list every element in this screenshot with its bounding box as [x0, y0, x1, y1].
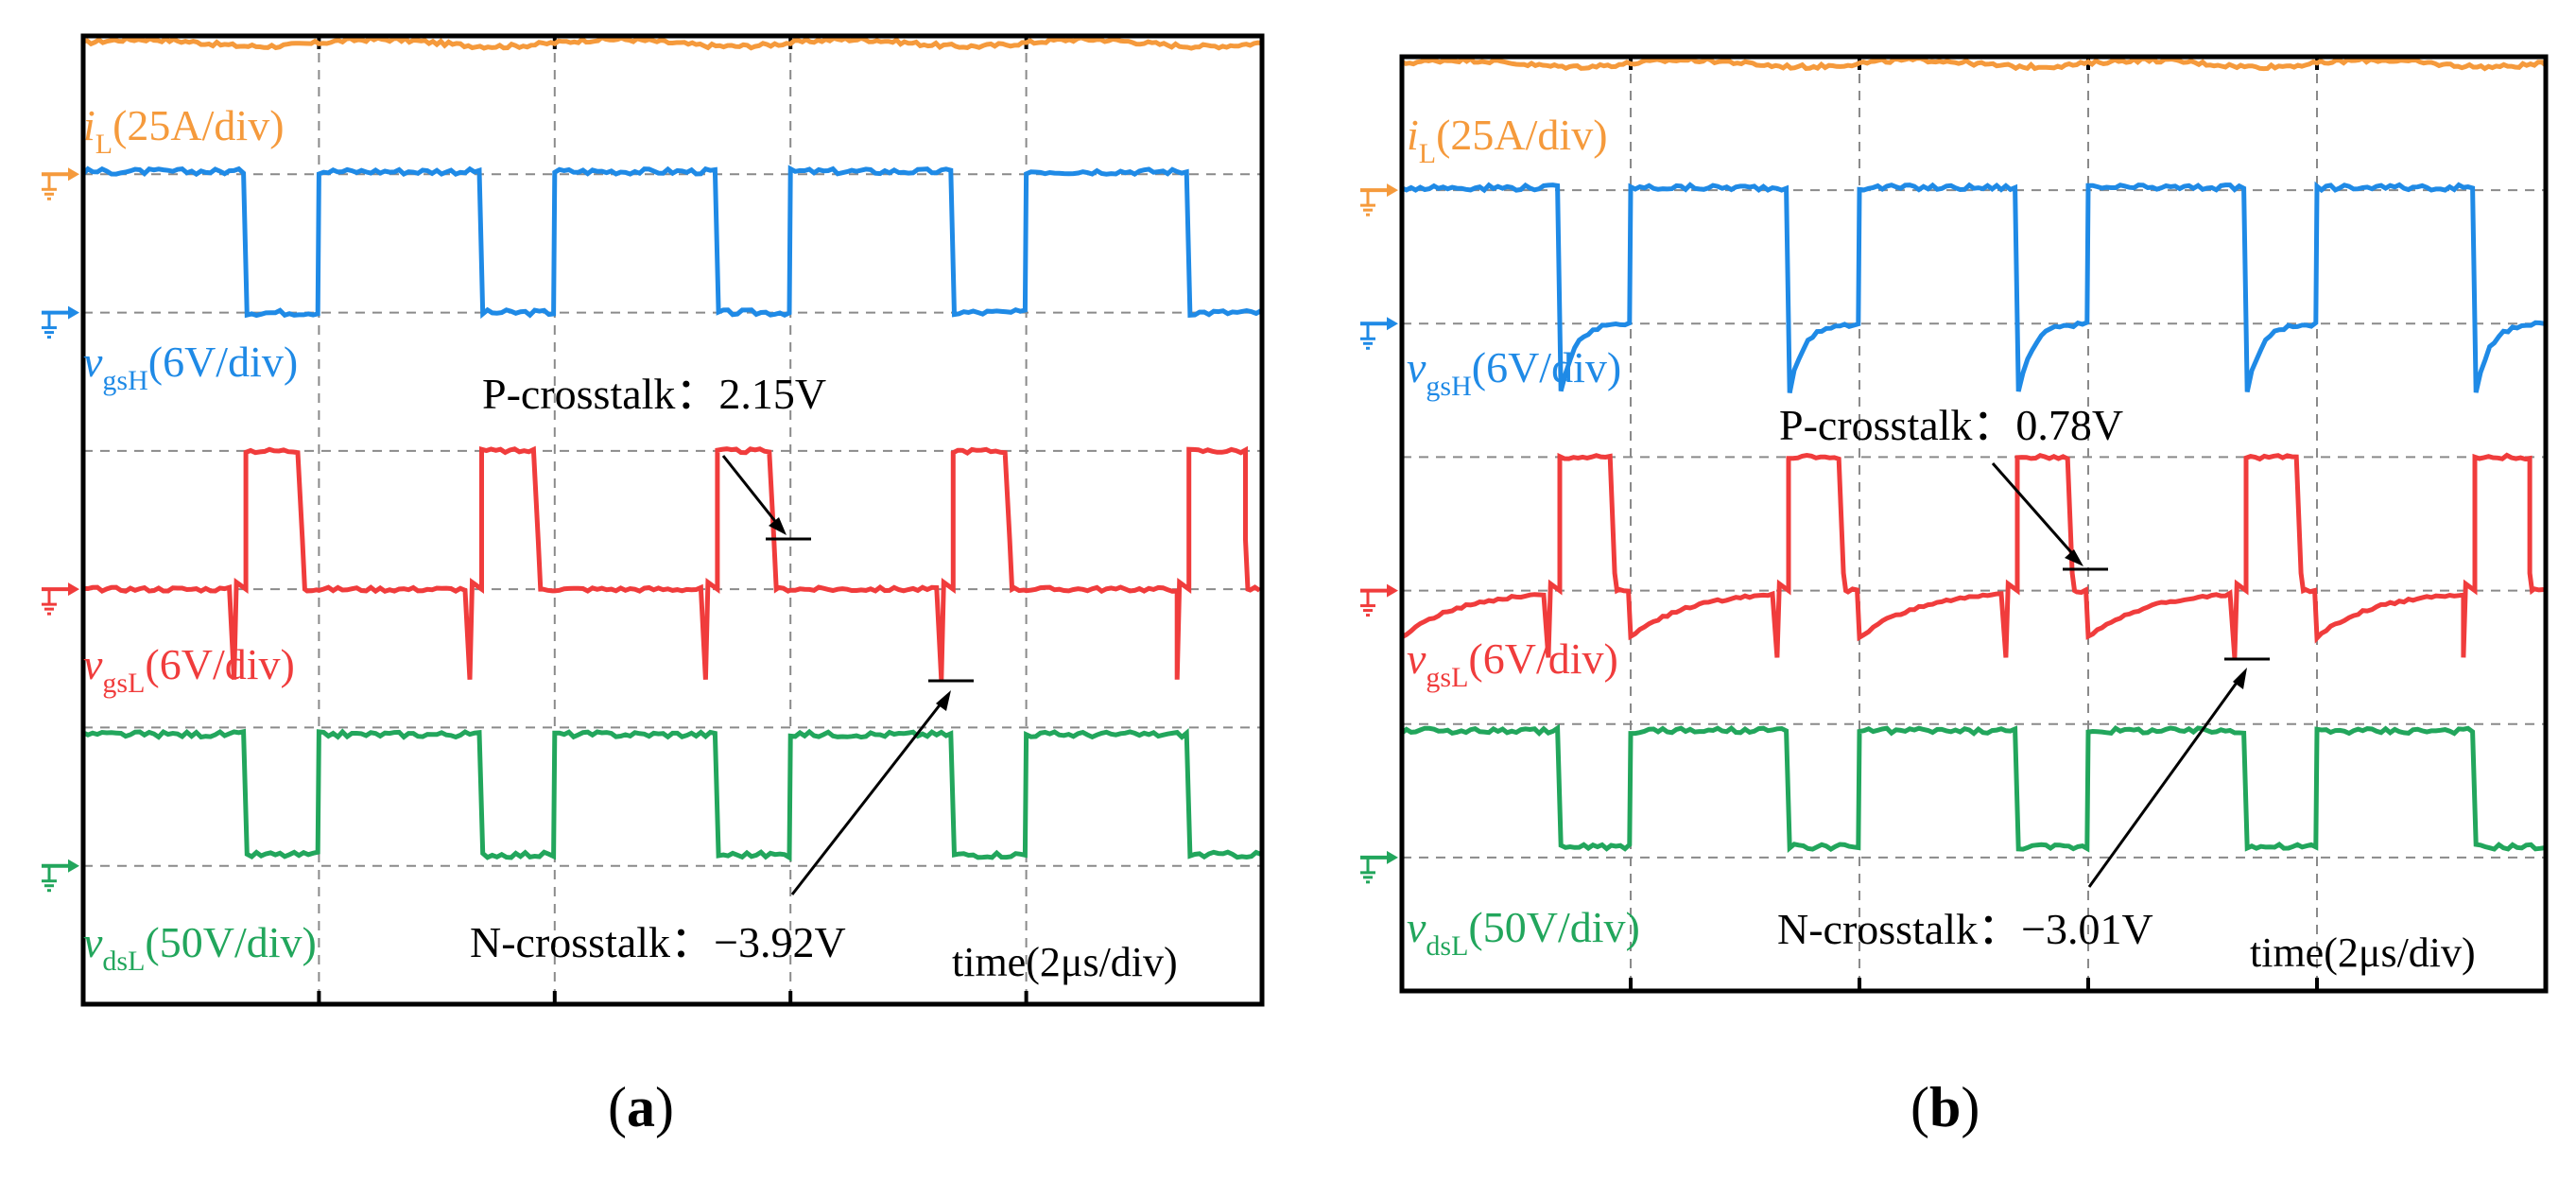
label-vgsH-b: vgsH(6V/div): [1407, 343, 1621, 402]
p-crosstalk-arrowhead-b: [2065, 549, 2083, 566]
label-vdsL-b: vdsL(50V/div): [1407, 903, 1640, 962]
trace-vgsH: [81, 165, 1263, 320]
grid-b: [1402, 57, 2546, 991]
time-scale-label-a: time(2μs/div): [952, 939, 1178, 985]
time-scale-label-b: time(2μs/div): [2250, 929, 2476, 976]
label-iL-a: iL(25A/div): [83, 101, 285, 160]
label-vdsL-a: vdsL(50V/div): [83, 918, 317, 977]
scope-frame-a: [80, 33, 1265, 1007]
ground-marker-vgsL: [42, 582, 79, 616]
trace-vdsL: [1400, 723, 2546, 854]
traces-b: [1400, 55, 2548, 854]
traces-a: [81, 34, 1263, 862]
label-vgsH-a: vgsH(6V/div): [83, 338, 298, 396]
p-crosstalk-arrowhead-a: [769, 517, 787, 535]
ground-marker-iL: [1360, 183, 1398, 217]
trace-vgsL: [82, 445, 1261, 680]
trace-vdsL: [81, 728, 1262, 862]
ground-marker-vdsL: [1360, 850, 1398, 884]
caption-b: (b): [1910, 1076, 1980, 1138]
n-crosstalk-arrowhead-b: [2233, 668, 2247, 689]
panel-b: iL(25A/div) vgsH(6V/div) vgsL(6V/div) vd…: [1360, 54, 2549, 1138]
grid-a: [83, 36, 1262, 1004]
n-crosstalk-arrow-b: [2087, 675, 2243, 888]
p-crosstalk-arrow-b: [1991, 462, 2080, 561]
label-vgsL-b: vgsL(6V/div): [1407, 634, 1618, 693]
trace-iL: [1400, 55, 2548, 72]
n-crosstalk-label-a: N-crosstalk：−3.92V: [470, 918, 846, 966]
p-crosstalk-label-a: P-crosstalk：2.15V: [482, 370, 826, 418]
panel-a: iL(25A/div) vgsH(6V/div) vgsL(6V/div) vd…: [42, 33, 1265, 1138]
ground-marker-vdsL: [42, 859, 79, 893]
trace-vgsL: [1400, 452, 2544, 658]
scope-frame-b: [1399, 54, 2549, 994]
label-vgsL-a: vgsL(6V/div): [83, 640, 295, 699]
p-crosstalk-label-b: P-crosstalk：0.78V: [1779, 401, 2123, 449]
ground-marker-vgsH: [1360, 317, 1398, 350]
label-iL-b: iL(25A/div): [1407, 111, 1608, 169]
n-crosstalk-label-b: N-crosstalk：−3.01V: [1777, 905, 2153, 953]
ground-markers-b: [1360, 183, 1398, 884]
ground-marker-vgsL: [1360, 583, 1398, 617]
n-crosstalk-arrow-a: [790, 697, 947, 895]
ground-marker-iL: [42, 167, 79, 200]
p-crosstalk-arrow-a: [721, 455, 784, 530]
ground-marker-vgsH: [42, 305, 79, 339]
ground-markers-a: [42, 167, 79, 893]
caption-a: (a): [608, 1076, 674, 1138]
n-crosstalk-arrowhead-a: [936, 690, 951, 711]
trace-vgsH: [1401, 181, 2546, 393]
trace-iL: [82, 34, 1263, 51]
